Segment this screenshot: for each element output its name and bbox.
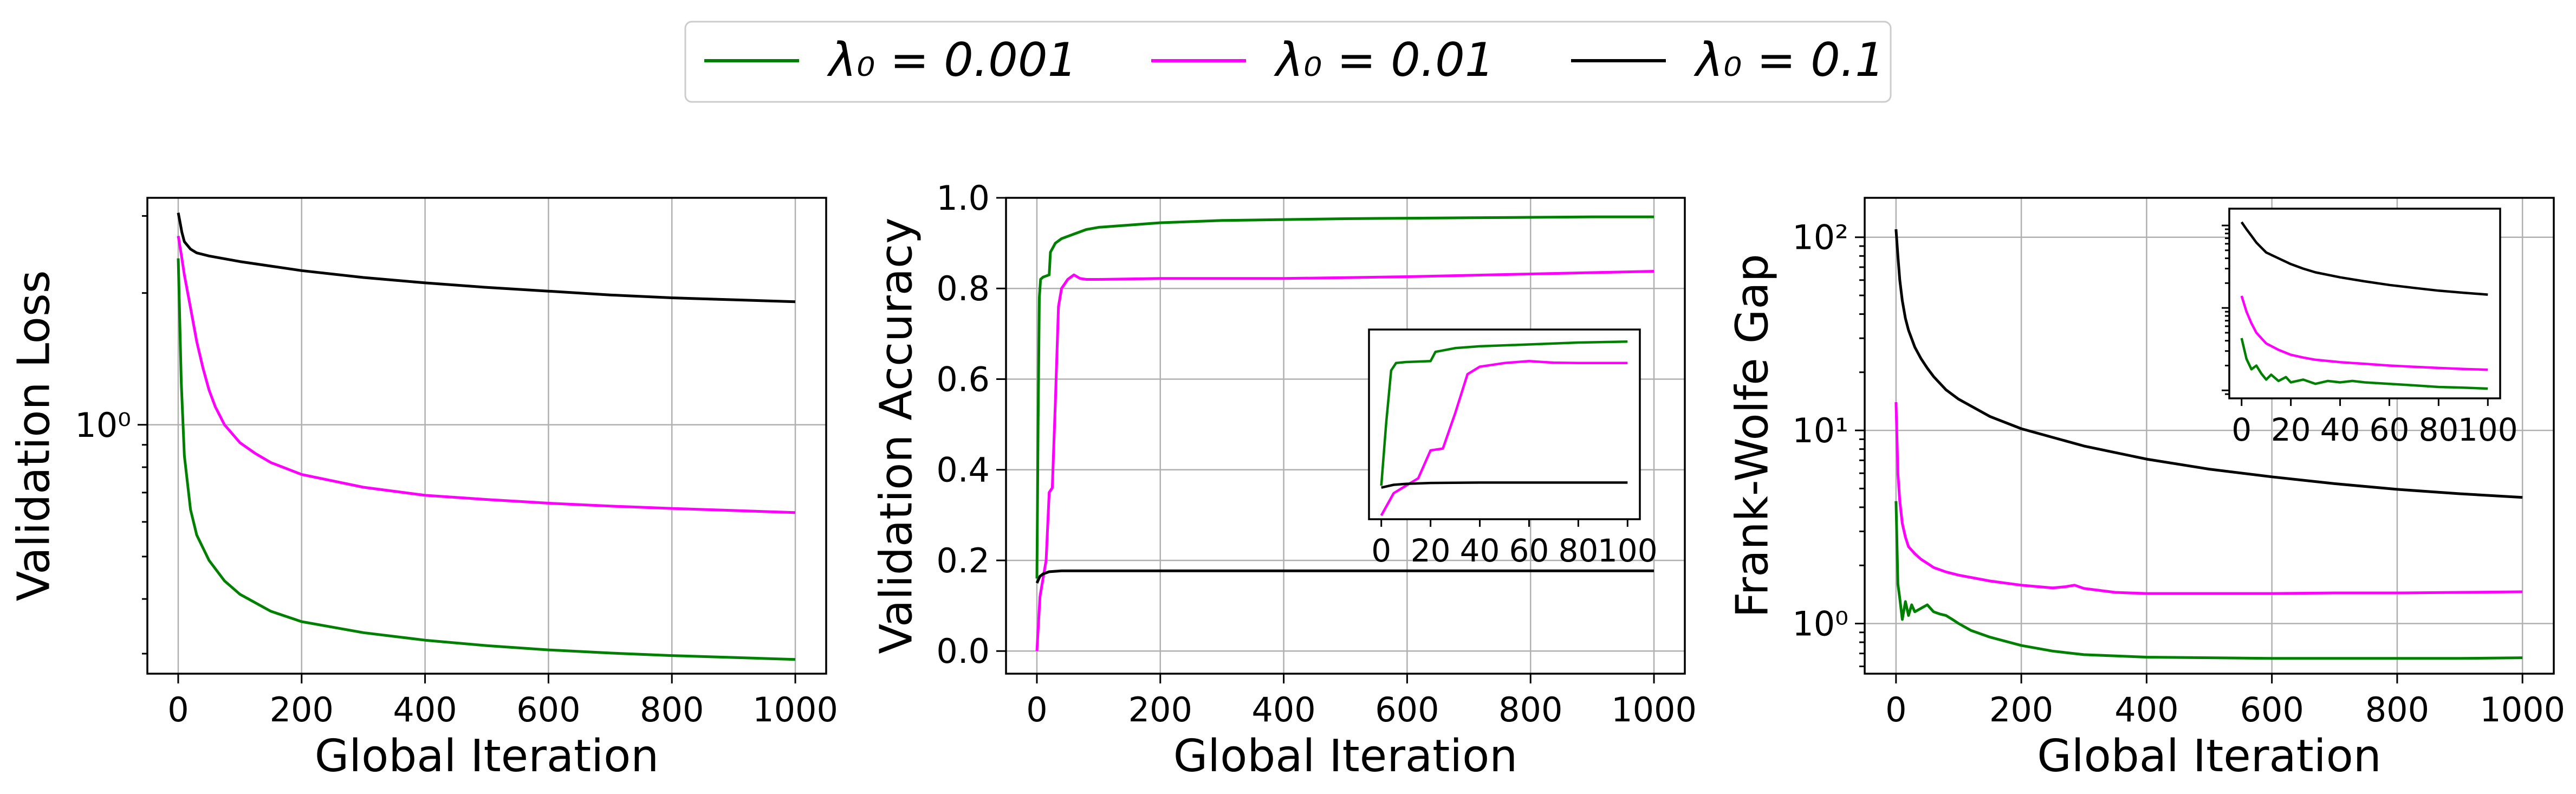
x-tick-label: 200: [1128, 690, 1192, 730]
y-axis-label: Validation Accuracy: [871, 217, 922, 654]
y-tick-label: 0.0: [936, 631, 990, 671]
y-tick-label: 10⁰: [75, 405, 131, 445]
inset-x-tick-label: 100: [2458, 411, 2518, 448]
x-tick-label: 0: [167, 690, 189, 730]
inset-x-tick-label: 20: [2271, 411, 2311, 448]
inset-line-s0: [1380, 340, 1628, 486]
plot-lines: [1894, 229, 2523, 660]
plot-frame: [146, 197, 827, 675]
series-line-s0: [1035, 215, 1654, 579]
x-tick-label: 400: [393, 690, 457, 730]
inset-frame: [2228, 208, 2501, 399]
inset-x-tick-label: 0: [1371, 532, 1391, 569]
y-axis-label: Frank-Wolfe Gap: [1727, 254, 1778, 617]
x-tick-label: 400: [2114, 690, 2178, 730]
inset-x-tick-label: 100: [1598, 532, 1658, 569]
x-axis-label: Global Iteration: [2037, 731, 2381, 782]
legend: λ₀ = 0.001 λ₀ = 0.01 λ₀ = 0.1: [684, 21, 1892, 103]
inset-x-tick-label: 40: [2320, 411, 2360, 448]
y-tick-label: 0.2: [936, 541, 990, 580]
inset-line-s1: [2240, 295, 2488, 371]
y-tick-label: 0.8: [936, 269, 990, 308]
plot-lines: [1035, 215, 1654, 651]
series-line-s0: [1894, 501, 2523, 660]
series-line-s1: [1035, 270, 1654, 651]
x-tick-label: 1000: [2480, 690, 2565, 730]
y-tick-label: 10⁰: [1792, 604, 1848, 643]
y-axis-label: Validation Loss: [8, 270, 60, 602]
inset-line-s1: [1380, 360, 1628, 517]
inset-line-s0: [2240, 338, 2488, 390]
inset-x-tick-label: 60: [1509, 532, 1549, 569]
series-line-s1: [177, 235, 796, 514]
inset-x-tick-label: 80: [1558, 532, 1598, 569]
x-tick-label: 1000: [1611, 690, 1697, 730]
x-tick-label: 400: [1251, 690, 1315, 730]
inset-lines: [2240, 221, 2488, 390]
inset-x-tick-label: 60: [2370, 411, 2410, 448]
x-tick-label: 800: [2365, 690, 2429, 730]
x-tick-label: 600: [1375, 690, 1439, 730]
inset-background: [2229, 209, 2500, 398]
x-axis-label: Global Iteration: [315, 731, 659, 782]
y-tick-label: 0.6: [936, 359, 990, 399]
legend-label-s0: λ₀ = 0.001: [827, 33, 1077, 87]
series-line-s0: [177, 258, 796, 661]
inset-x-tick-label: 80: [2418, 411, 2458, 448]
y-tick-label: 0.4: [936, 450, 990, 490]
legend-frame: [684, 21, 1892, 103]
series-line-s2: [1035, 569, 1654, 584]
x-tick-label: 200: [1989, 690, 2053, 730]
x-tick-label: 600: [2240, 690, 2304, 730]
x-tick-label: 0: [1026, 690, 1047, 730]
series-line-s2: [177, 212, 796, 304]
x-axis-label: Global Iteration: [1173, 731, 1517, 782]
validation-loss-chart: 0 200 400 600 800 1000 10⁰ Global Iteration Vali…: [8, 197, 838, 782]
inset-frame: [1368, 328, 1641, 520]
inset-x-tick-label: 0: [2231, 411, 2251, 448]
inset-line-s2: [2240, 221, 2488, 296]
x-tick-label: 600: [516, 690, 580, 730]
x-tick-label: 800: [640, 690, 704, 730]
plot-frame: [1005, 197, 1686, 675]
y-tick-label: 10¹: [1792, 411, 1848, 450]
x-tick-label: 200: [270, 690, 334, 730]
validation-accuracy-chart: 0 200 400 600 800 10000.00.20.40.60.81.0Globa…: [871, 178, 1696, 782]
legend-label-s1: λ₀ = 0.01: [1274, 33, 1495, 87]
inset-background: [1369, 330, 1640, 519]
inset-x-tick-label: 40: [1460, 532, 1500, 569]
x-tick-label: 1000: [752, 690, 838, 730]
inset-x-tick-label: 20: [1411, 532, 1451, 569]
plot-lines: [177, 212, 796, 661]
y-tick-label: 10²: [1792, 218, 1848, 257]
x-tick-label: 800: [1498, 690, 1562, 730]
series-line-s1: [1894, 402, 2523, 595]
legend-label-s2: λ₀ = 0.1: [1693, 33, 1885, 87]
x-tick-label: 0: [1885, 690, 1906, 730]
plot-frame: [1864, 197, 2555, 675]
inset-line-s2: [1381, 481, 1628, 489]
inset-lines: [1380, 340, 1628, 517]
y-tick-label: 1.0: [936, 178, 990, 218]
series-line-s2: [1894, 229, 2523, 499]
